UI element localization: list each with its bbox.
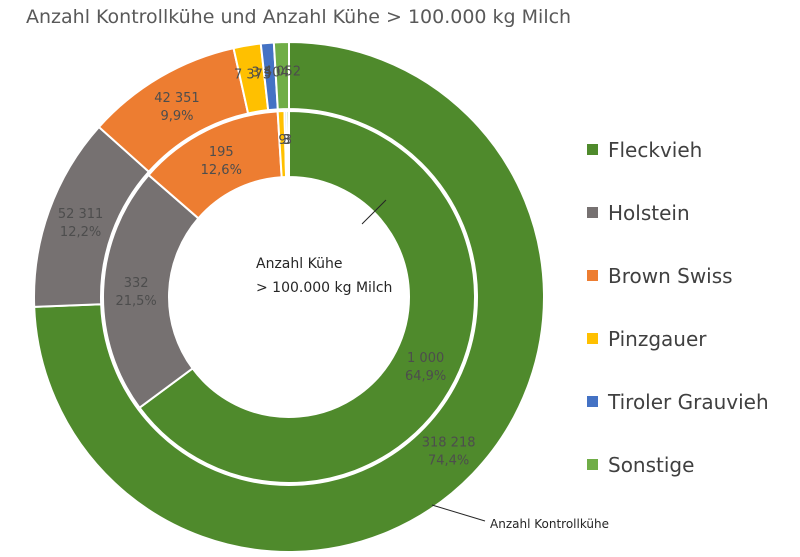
outer-value-label-tiroler-grauvieh: 3 504 bbox=[252, 65, 289, 80]
legend-swatch-tiroler-grauvieh bbox=[587, 396, 598, 407]
outer-value-label-brown-swiss: 42 351 bbox=[154, 91, 200, 106]
ring-annotations: Anzahl Kühe > 100.000 kg Milch Anzahl Kont… bbox=[256, 199, 609, 531]
legend-label-fleckvieh: Fleckvieh bbox=[608, 137, 703, 162]
inner-ring-annotation-line-2: > 100.000 kg Milch bbox=[256, 280, 392, 296]
outer-percent-label-fleckvieh: 74,4% bbox=[428, 454, 469, 469]
legend-swatch-fleckvieh bbox=[587, 144, 598, 155]
outer-ring-leader-line bbox=[431, 504, 486, 522]
inner-ring-leader-line bbox=[361, 199, 387, 225]
legend-label-tiroler-grauvieh: Tiroler Grauvieh bbox=[608, 389, 769, 414]
legend-swatch-pinzgauer bbox=[587, 333, 598, 344]
inner-value-label-sonstige: 3 bbox=[284, 133, 292, 148]
inner-percent-label-brown-swiss: 12,6% bbox=[201, 163, 242, 178]
outer-ring bbox=[33, 40, 545, 553]
outer-slice-fleckvieh bbox=[33, 40, 545, 553]
outer-value-label-fleckvieh: 318 218 bbox=[422, 436, 476, 451]
legend-item-tiroler-grauvieh: Tiroler Grauvieh bbox=[587, 370, 797, 433]
slice-labels: 318 218 74,4% 52 311 12,2% 42 351 9,9% 7 3733 … bbox=[58, 65, 476, 469]
inner-value-label-tiroler-grauvieh: 3 bbox=[282, 133, 290, 148]
inner-ring bbox=[102, 109, 476, 484]
legend-item-holstein: Holstein bbox=[587, 181, 797, 244]
outer-ring-annotation: Anzahl Kontrollkühe bbox=[490, 517, 609, 531]
legend-item-brown-swiss: Brown Swiss bbox=[587, 244, 797, 307]
chart-title: Anzahl Kontrollkühe und Anzahl Kühe > 10… bbox=[26, 6, 572, 28]
outer-value-label-sonstige: 4 052 bbox=[264, 65, 301, 80]
outer-slice-sonstige bbox=[272, 40, 290, 111]
inner-slice-holstein bbox=[102, 173, 200, 410]
inner-slice-fleckvieh bbox=[138, 109, 476, 484]
inner-value-label-brown-swiss: 195 bbox=[209, 145, 234, 160]
legend-swatch-sonstige bbox=[587, 459, 598, 470]
outer-value-label-pinzgauer: 7 373 bbox=[234, 68, 271, 83]
inner-slice-sonstige bbox=[285, 109, 290, 179]
outer-value-label-holstein: 52 311 bbox=[58, 207, 104, 222]
legend-label-brown-swiss: Brown Swiss bbox=[608, 263, 733, 288]
legend-swatch-holstein bbox=[587, 207, 598, 218]
legend-label-sonstige: Sonstige bbox=[608, 452, 695, 477]
inner-value-label-fleckvieh: 1 000 bbox=[407, 351, 444, 366]
inner-value-label-holstein: 332 bbox=[124, 276, 149, 291]
inner-percent-label-holstein: 21,5% bbox=[115, 294, 156, 309]
outer-percent-label-brown-swiss: 9,9% bbox=[160, 109, 193, 124]
legend: Fleckvieh Holstein Brown Swiss Pinzgauer Tir… bbox=[587, 118, 797, 496]
legend-item-fleckvieh: Fleckvieh bbox=[587, 118, 797, 181]
inner-value-label-pinzgauer: 9 bbox=[278, 133, 286, 148]
legend-item-pinzgauer: Pinzgauer bbox=[587, 307, 797, 370]
legend-label-pinzgauer: Pinzgauer bbox=[608, 326, 707, 351]
inner-ring-annotation-line-1: Anzahl Kühe bbox=[256, 256, 342, 272]
legend-item-sonstige: Sonstige bbox=[587, 433, 797, 496]
legend-label-holstein: Holstein bbox=[608, 200, 690, 225]
legend-swatch-brown-swiss bbox=[587, 270, 598, 281]
inner-percent-label-fleckvieh: 64,9% bbox=[405, 369, 446, 384]
outer-percent-label-holstein: 12,2% bbox=[60, 225, 101, 240]
